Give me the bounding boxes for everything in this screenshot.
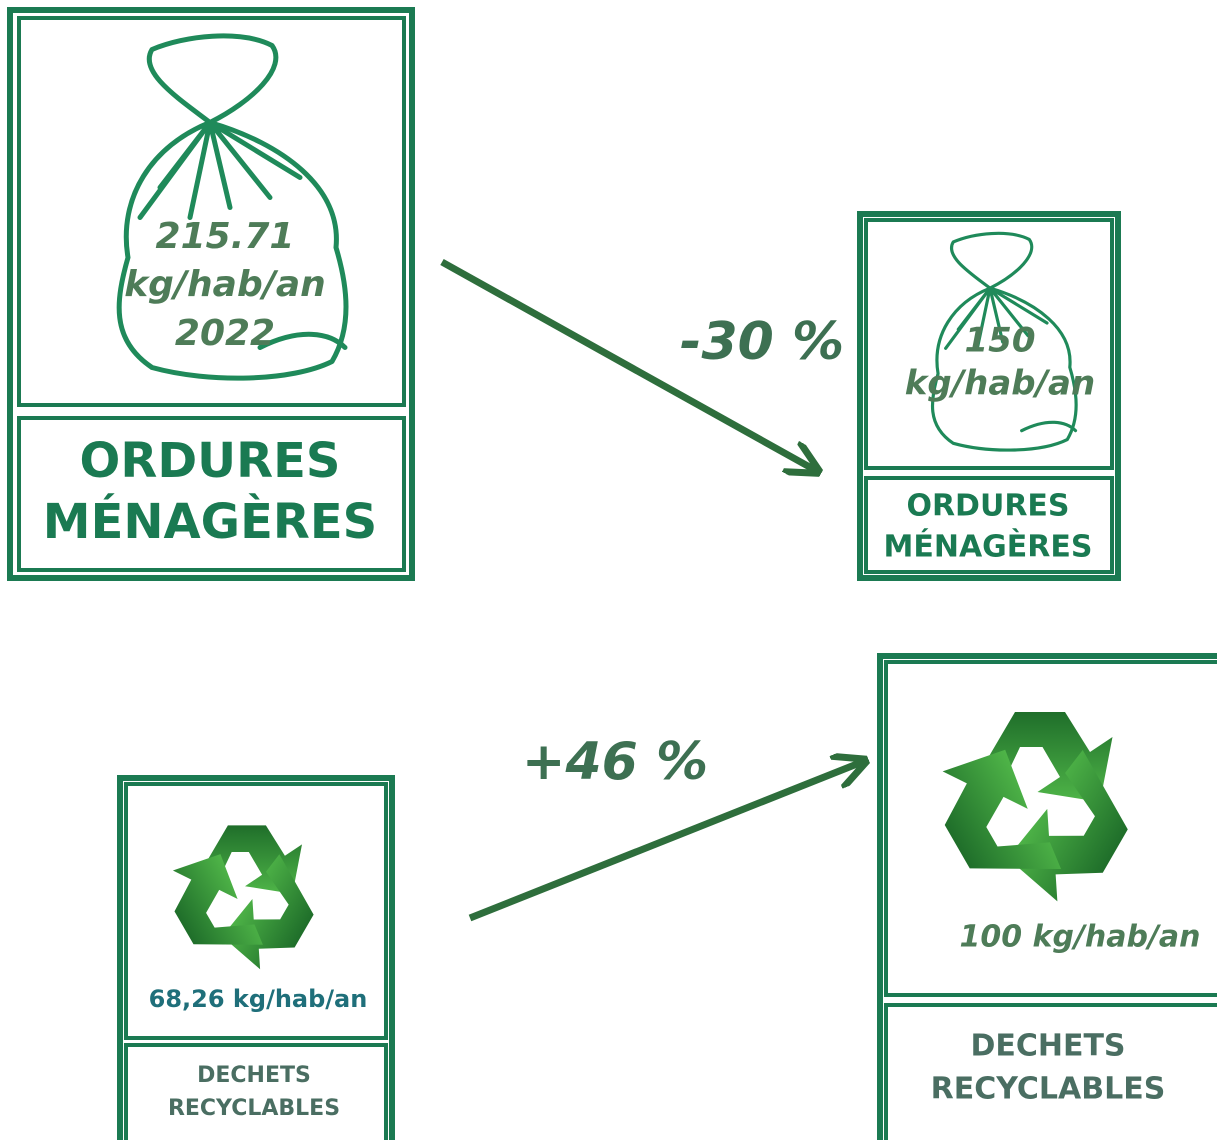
- sign-bottom: [864, 476, 1114, 574]
- amount: 100 kg/hab/an: [959, 920, 1200, 955]
- sign: 215.71 kg/hab/an 2022 ORDURES MÉNAGÈRES: [7, 7, 415, 581]
- sign-title: ORDURES: [906, 489, 1069, 524]
- sign-title: DECHETS: [197, 1063, 311, 1088]
- sign-title: RECYCLABLES: [168, 1096, 340, 1121]
- amount: 2022: [175, 313, 275, 354]
- sign-title: ORDURES: [80, 433, 341, 489]
- sign-bottom: [17, 416, 406, 572]
- sign-title: RECYCLABLES: [931, 1072, 1166, 1107]
- sign-title: DECHETS: [970, 1029, 1125, 1064]
- arrow-label: +46 %: [522, 732, 708, 792]
- arrow: [440, 258, 815, 470]
- sign: 150 kg/hab/an ORDURES MÉNAGÈRES: [857, 211, 1121, 581]
- sign: 68,26 kg/hab/an DECHETS RECYCLABLES: [117, 775, 395, 1140]
- amount: kg/hab/an: [124, 264, 326, 305]
- amount: 150: [965, 321, 1036, 361]
- arrow: [468, 762, 862, 922]
- arrow-label: -30 %: [680, 312, 844, 372]
- amount: kg/hab/an: [905, 364, 1095, 404]
- amount: 68,26 kg/hab/an: [149, 985, 368, 1013]
- sign-bottom: [884, 1003, 1217, 1140]
- sign-title: MÉNAGÈRES: [884, 529, 1093, 565]
- sign: 100 kg/hab/an DECHETS RECYCLABLES: [877, 653, 1217, 1140]
- amount: 215.71: [156, 216, 295, 257]
- sign-title: MÉNAGÈRES: [43, 493, 377, 550]
- sign-bottom: [124, 1043, 388, 1140]
